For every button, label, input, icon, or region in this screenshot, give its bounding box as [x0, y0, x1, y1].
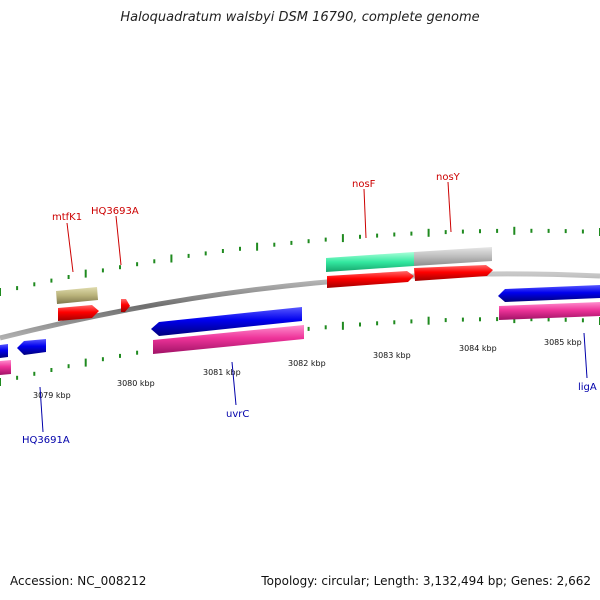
scale-label: 3079 kbp: [33, 391, 71, 400]
gene-label-nosF: nosF: [352, 179, 376, 190]
cog-uvrC: [153, 325, 304, 354]
leader-line-HQ3693A: [115, 215, 122, 266]
forward-tick-track: [0, 226, 600, 296]
forward-cog-track: [56, 247, 492, 304]
gene-label-mtfK1: mtfK1: [52, 212, 82, 223]
gene-label-nosY: nosY: [436, 172, 461, 183]
reverse-gene-labels: [39, 332, 588, 433]
reverse-cog-track: [0, 302, 600, 375]
scale-label: 3081 kbp: [203, 368, 241, 377]
cds-uvrC: [151, 307, 302, 336]
reverse-cds-track: [0, 285, 600, 358]
scale-label: 3080 kbp: [117, 379, 155, 388]
cog-mtfK1: [56, 287, 98, 304]
cds-ligA: [498, 285, 600, 302]
leader-line-ligA: [583, 332, 588, 379]
cds-HQ3691A: [17, 339, 46, 355]
leader-line-nosY: [447, 181, 452, 233]
leader-line-mtfK1: [66, 222, 74, 273]
cds-nosY: [414, 265, 493, 281]
cds-mtfK1: [58, 305, 99, 321]
scale-labels: 3079 kbp 3080 kbp 3081 kbp 3082 kbp 3083…: [33, 338, 582, 400]
scale-label: 3084 kbp: [459, 344, 497, 353]
map-title: Haloquadratum walsbyi DSM 16790, complet…: [120, 10, 480, 25]
leader-line-nosF: [363, 188, 367, 239]
cog-ligA: [499, 302, 600, 320]
forward-cds-track: [58, 265, 493, 321]
scale-label: 3083 kbp: [373, 351, 411, 360]
cog-nosF: [326, 252, 414, 272]
scale-label: 3085 kbp: [544, 338, 582, 347]
gene-label-HQ3693A: HQ3693A: [91, 206, 139, 217]
leader-line-HQ3691A: [39, 386, 44, 433]
cds-nosF: [327, 271, 414, 288]
leader-line-uvrC: [231, 361, 237, 406]
cds-HQ3691A-left: [0, 344, 8, 358]
genome-summary-text: Topology: circular; Length: 3,132,494 bp…: [261, 574, 591, 588]
forward-gene-labels: [66, 181, 452, 273]
scale-label: 3082 kbp: [288, 359, 326, 368]
gene-label-uvrC: uvrC: [226, 409, 249, 420]
gene-label-HQ3691A: HQ3691A: [22, 435, 70, 446]
gene-label-ligA: ligA: [578, 382, 597, 393]
cog-nosY: [414, 247, 492, 266]
accession-text: Accession: NC_008212: [10, 574, 147, 588]
cog-HQ3691A: [0, 360, 11, 375]
cds-HQ3693A: [121, 299, 130, 312]
